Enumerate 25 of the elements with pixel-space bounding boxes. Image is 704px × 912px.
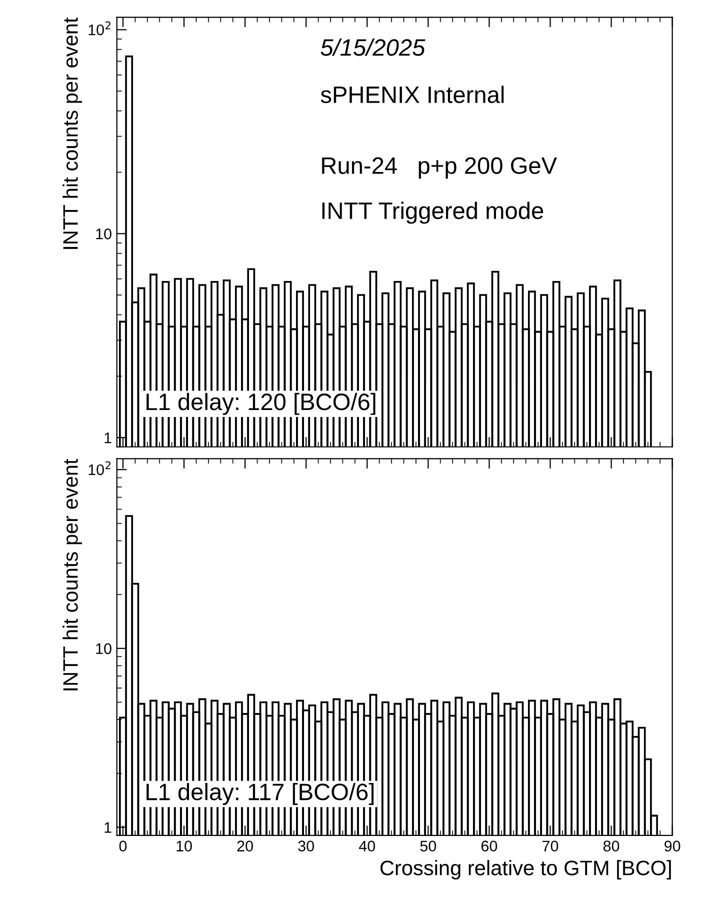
y-tick-label: 10 — [96, 643, 112, 654]
y-tick-label: 10$^{2}$ — [88, 21, 110, 36]
x-tick-label: 40 — [358, 840, 376, 852]
x-tick-label: 30 — [298, 840, 314, 852]
y-tick-label: 1 — [104, 432, 112, 444]
annotation: Run-24 p+p 200 GeV — [322, 157, 557, 179]
x-tick-label: 20 — [237, 840, 253, 852]
annotation: L1 delay: 117 [BCO/6] — [146, 782, 374, 805]
x-tick-label: 70 — [542, 840, 558, 852]
x-tick-label: 0 — [119, 840, 127, 852]
x-tick-label: 50 — [420, 840, 436, 852]
x-tick-label: 80 — [603, 840, 620, 852]
x-axis-title: Crossing relative to GTM [BCO] — [380, 860, 671, 880]
x-tick-label: 90 — [664, 840, 680, 852]
x-tick-label: 60 — [481, 840, 498, 852]
y-axis-title: INTT hit counts per event — [62, 458, 82, 690]
annotation: 5/15/2025 — [320, 38, 426, 56]
annotation: sPHENIX Internal — [320, 86, 504, 104]
annotation: L1 delay: 120 [BCO/6] — [146, 392, 376, 415]
x-tick-label: 10 — [176, 840, 192, 852]
annotation: INTT Triggered mode — [322, 202, 544, 224]
y-tick-label: 10 — [96, 228, 112, 240]
y-tick-label: 1 — [104, 822, 112, 833]
y-axis-title: INTT hit counts per event — [62, 17, 82, 249]
y-tick-label: 10$^{2}$ — [88, 461, 110, 476]
